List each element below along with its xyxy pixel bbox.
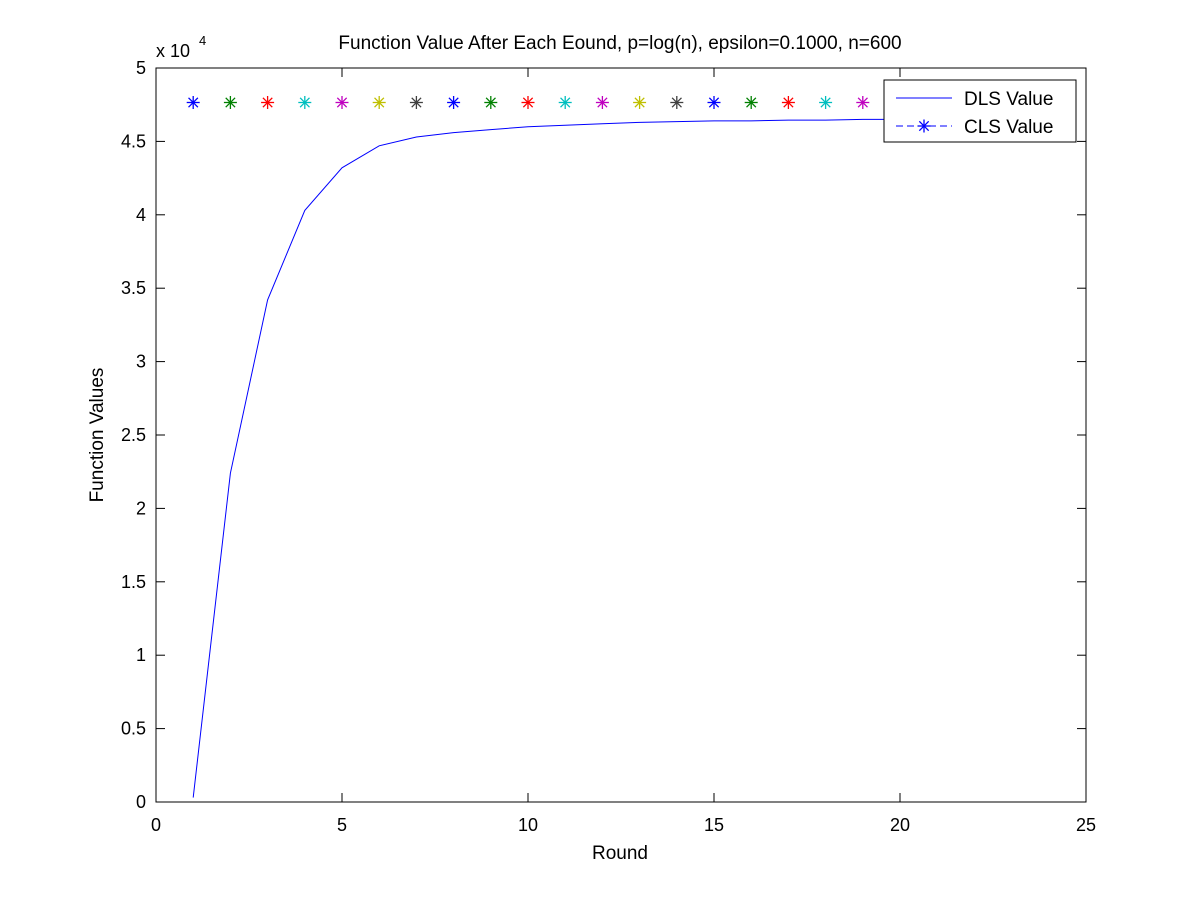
cls-point	[335, 95, 349, 109]
x-tick-label: 10	[518, 815, 538, 835]
chart-title: Function Value After Each Eound, p=log(n…	[338, 33, 901, 54]
cls-point	[633, 95, 647, 109]
axes-box	[155, 67, 1087, 803]
legend-cls-label: CLS Value	[964, 117, 1053, 138]
y-tick-label: 4.5	[121, 131, 146, 151]
exponent-base: x 10	[156, 41, 190, 61]
legend-box	[883, 79, 1077, 143]
cls-point	[261, 95, 275, 109]
x-tick-label: 15	[704, 815, 724, 835]
cls-point	[670, 95, 684, 109]
cls-point	[298, 95, 312, 109]
cls-point	[819, 95, 833, 109]
x-tick-label: 5	[337, 815, 347, 835]
x-tick-label: 20	[890, 815, 910, 835]
cls-point	[707, 95, 721, 109]
dls-series-line	[192, 118, 900, 798]
y-tick-label: 5	[136, 58, 146, 78]
y-tick-label: 3.5	[121, 278, 146, 298]
cls-point	[856, 95, 870, 109]
y-tick-label: 3	[136, 352, 146, 372]
cls-point	[595, 95, 609, 109]
legend: DLS Value CLS Value	[883, 79, 1077, 143]
axis-ticks: 0 5 10 15 20 25 0 0.5 1 1.5 2 2.5 3 3.5 4 4.5 5	[121, 58, 1096, 835]
cls-point	[781, 95, 795, 109]
plot-area: 0 5 10 15 20 25 0 0.5 1 1.5 2 2.5 3 3.5 4 4.5 5	[121, 58, 1096, 835]
x-tick-label: 25	[1076, 815, 1096, 835]
cls-point	[744, 95, 758, 109]
y-tick-label: 0.5	[121, 719, 146, 739]
cls-point	[558, 95, 572, 109]
cls-point	[447, 95, 461, 109]
y-exponent: x 10 4	[156, 33, 206, 61]
cls-point	[484, 95, 498, 109]
y-axis-label: Function Values	[87, 368, 108, 503]
y-tick-label: 2	[136, 498, 146, 518]
x-axis-label: Round	[592, 843, 648, 864]
cls-point	[186, 95, 200, 109]
x-tick-label: 0	[151, 815, 161, 835]
cls-point	[372, 95, 386, 109]
cls-point	[409, 95, 423, 109]
exponent-power: 4	[199, 33, 206, 48]
cls-point	[521, 95, 535, 109]
y-tick-label: 1.5	[121, 572, 146, 592]
y-tick-label: 2.5	[121, 425, 146, 445]
y-tick-label: 4	[136, 205, 146, 225]
cls-legend-marker	[917, 119, 931, 133]
y-tick-label: 1	[136, 645, 146, 665]
legend-dls-label: DLS Value	[964, 89, 1053, 110]
cls-point	[223, 95, 237, 109]
y-tick-label: 0	[136, 792, 146, 812]
legend-cls-star-icon	[917, 119, 931, 133]
series-layer	[186, 95, 900, 798]
